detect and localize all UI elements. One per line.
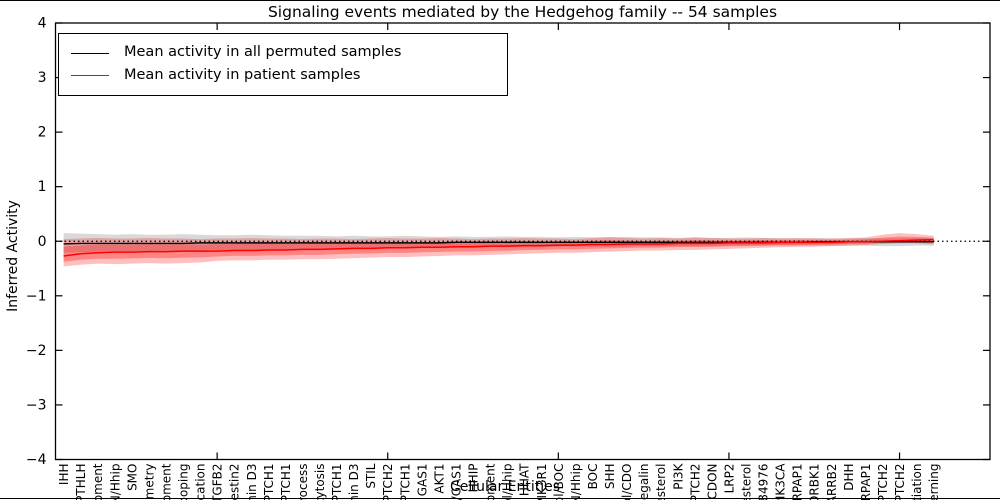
x-tick-label: mol:Cholesterol: [740, 464, 754, 500]
x-tick-label: PTHLH: [74, 464, 88, 500]
legend-entry-patient: Mean activity in patient samples: [71, 67, 507, 84]
x-tick-label: SHH Np/Cholesterol/GAS1: [449, 463, 463, 500]
x-tick-label: LRPAP1: [859, 464, 873, 500]
x-tick-label: SHH Np/Cholesterol/BOC: [552, 464, 566, 500]
x-tick-label: IHH N/PTCH2: [381, 464, 395, 500]
legend-line-permuted-icon: [71, 52, 109, 54]
x-tick-label: SHH Np/Cholesterol/Hhip: [501, 464, 515, 500]
figure-top-border: [0, 0, 1000, 1]
x-tick-label: SHH: [603, 464, 617, 490]
x-tick-label: dorsoventral neural tube patterning: [927, 463, 941, 500]
x-tick-label: SHH Np/Cholesterol/Megalin: [637, 464, 651, 500]
x-tick-label: LRP2: [722, 464, 736, 494]
y-tick-label: −1: [26, 288, 47, 304]
x-tick-label: CDON: [705, 464, 719, 500]
x-tick-label: IHH N/PTCH1: [279, 464, 293, 500]
y-tick-label: 1: [38, 179, 47, 195]
x-tick-label: somite specification: [194, 464, 208, 500]
x-tick-label: SHH Np/Cholesterol: [654, 464, 668, 500]
x-tick-label: SMO/Vitamin D3: [245, 464, 259, 500]
x-tick-label: heart development: [159, 463, 173, 500]
y-tick-label: 3: [38, 70, 47, 86]
y-tick-label: −4: [26, 452, 47, 468]
x-tick-label: HHAT: [518, 463, 532, 496]
x-tick-label: mol:Vitamin D3: [347, 464, 361, 500]
y-tick-label: 0: [38, 234, 47, 250]
x-tick-label: SHH Np/Cholesterol/PTCH2: [688, 464, 702, 500]
x-tick-label: PTCH1: [262, 464, 276, 500]
x-tick-label: catabolic process: [296, 464, 310, 500]
legend-entry-permuted: Mean activity in all permuted samples: [71, 44, 507, 61]
x-tick-label: BOC: [586, 464, 600, 490]
figure-bottom-border: [0, 498, 1000, 499]
y-tick-label: −3: [26, 397, 47, 413]
x-tick-label: DHH N/Hhip: [569, 464, 583, 500]
x-tick-label: PIK3R1: [535, 464, 549, 500]
x-tick-label: ADRBK1: [808, 464, 822, 500]
x-tick-label: ARRB2: [825, 464, 839, 500]
x-tick-label: receptor-mediated endocytosis: [313, 464, 327, 500]
x-tick-label: DHH N/PTCH1: [398, 464, 412, 500]
x-tick-label: heart looping: [177, 464, 191, 500]
chart-title: Signaling events mediated by the Hedgeho…: [267, 3, 778, 21]
x-tick-label: STIL: [364, 463, 378, 488]
x-tick-label: PTCH2: [876, 464, 890, 500]
legend-label-patient: Mean activity in patient samples: [124, 67, 361, 83]
mean-line-patient: [63, 238, 934, 257]
x-tick-label: DHH: [842, 464, 856, 491]
x-tick-label: DHH N/PTCH2: [893, 464, 907, 500]
x-tick-label: IHH N/Hhip: [108, 464, 122, 500]
x-tick-label: PIK3CA: [774, 463, 788, 500]
x-tick-label: HHIP: [467, 464, 481, 493]
x-tick-label: PI3K: [671, 462, 685, 489]
y-tick-label: 4: [38, 16, 47, 32]
x-tick-label: skeletal system development: [91, 463, 105, 500]
x-tick-label: SMO/beta Arrestin2: [228, 464, 242, 500]
x-tick-label: pancreas development: [484, 463, 498, 500]
x-tick-label: SMO: [125, 464, 139, 491]
x-tick-label: determination of left/right symmetry: [142, 464, 156, 500]
legend-label-permuted: Mean activity in all permuted samples: [124, 44, 402, 61]
x-tick-label: GAS1: [415, 464, 429, 497]
x-tick-label: SHH Np/Cholesterol/CDO: [620, 464, 634, 500]
y-axis-label: Inferred Activity: [5, 200, 21, 312]
x-tick-label: SHH Np/Cholesterol/PTCH1: [330, 464, 344, 500]
x-tick-label: Megalin/LRPAP1: [791, 464, 805, 500]
y-tick-label: 2: [38, 125, 47, 141]
x-tick-label: AKT1: [432, 464, 446, 494]
x-tick-label: mesenchymal cell differentiation: [910, 464, 924, 500]
x-tick-label: EntrezGene:84976: [757, 464, 771, 500]
x-tick-label: TGFB2: [211, 464, 225, 500]
x-tick-label: IHH: [57, 464, 71, 486]
legend-box: Mean activity in all permuted samples Me…: [58, 33, 508, 96]
legend-line-patient-icon: [71, 75, 109, 77]
y-tick-label: −2: [26, 343, 47, 359]
x-axis-label: Cellular Entities: [449, 479, 561, 495]
